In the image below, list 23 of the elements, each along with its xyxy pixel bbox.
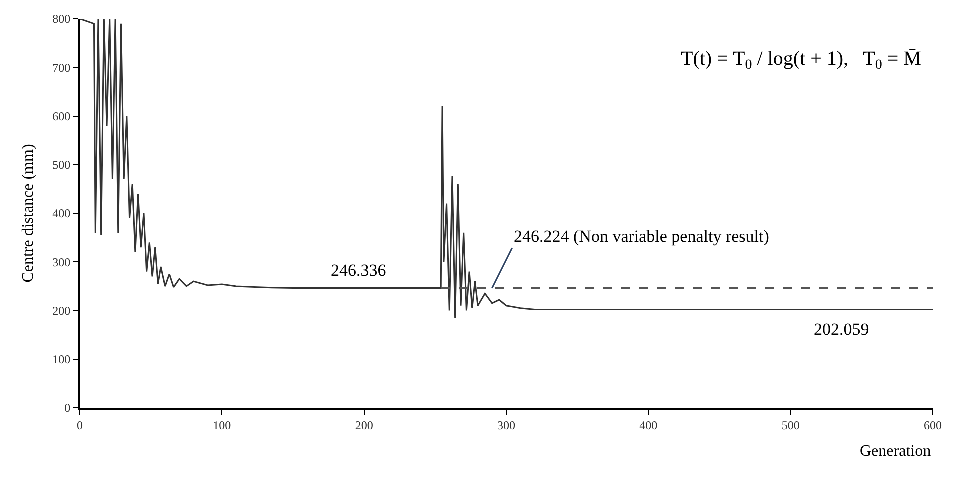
y-tick-label: 500 — [52, 158, 71, 172]
x-tick-label: 200 — [355, 418, 374, 432]
x-tick-label: 600 — [924, 418, 942, 432]
y-tick-label: 700 — [52, 60, 71, 75]
annotation: 246.224 (Non variable penalty result) — [514, 227, 770, 246]
y-tick-label: 300 — [52, 255, 71, 270]
x-tick-label: 500 — [782, 418, 800, 432]
x-tick-label: 100 — [213, 418, 232, 432]
annotation: 202.059 — [814, 320, 870, 339]
y-tick-label: 400 — [52, 206, 71, 221]
annotation: T(t) = T$_{0}$ / log(t + 1), T$_{0}$ = M̄ — [681, 48, 922, 74]
x-tick-label: 300 — [498, 418, 516, 432]
y-tick-label: 800 — [52, 12, 71, 26]
x-tick-label: 0 — [77, 418, 83, 432]
y-tick-label: 0 — [64, 401, 71, 416]
y-tick-label: 100 — [52, 352, 71, 367]
y-tick-label: 600 — [52, 109, 71, 124]
line-series — [80, 19, 933, 319]
annotation: 246.336 — [331, 261, 386, 280]
y-axis-title: Centre distance (mm) — [20, 144, 37, 283]
y-tick-label: 200 — [52, 304, 71, 318]
x-axis-title: Generation — [860, 443, 932, 460]
x-tick-label: 400 — [640, 418, 658, 432]
